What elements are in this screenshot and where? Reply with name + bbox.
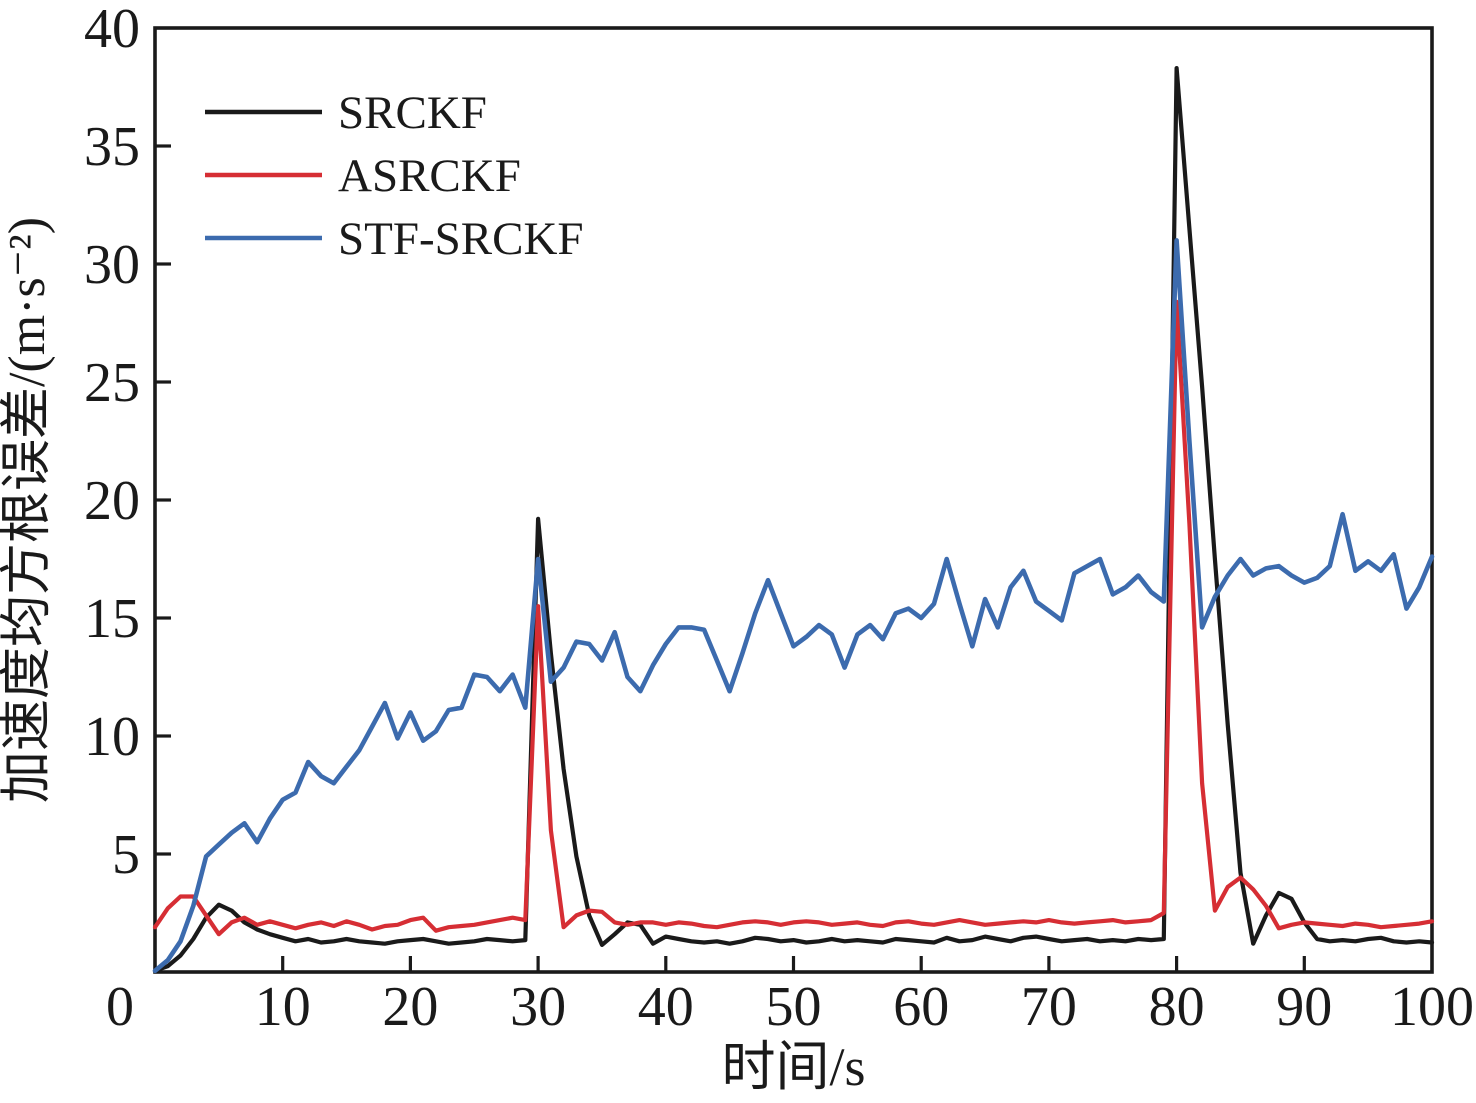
legend: SRCKF ASRCKF STF-SRCKF [205,87,584,265]
x-tick-label: 60 [893,976,949,1038]
x-axis-label: 时间/s [721,1037,865,1097]
x-tick-label: 90 [1276,976,1332,1038]
series-stf-srckf [152,238,1435,974]
series-asrckf [152,299,1435,937]
legend-item-srckf: SRCKF [205,87,487,139]
y-tick-label: 40 [84,0,140,60]
x-tick-label: 0 [106,976,134,1038]
legend-item-stf-srckf: STF-SRCKF [205,213,584,265]
x-tick-label: 20 [382,976,438,1038]
series-srckf [152,66,1435,973]
legend-item-asrckf: ASRCKF [205,150,521,202]
x-tick-label: 80 [1149,976,1205,1038]
legend-label-stf-srckf: STF-SRCKF [338,213,584,265]
y-axis-label: 加速度均方根误差/(m·s⁻²) [0,217,56,803]
legend-label-asrckf: ASRCKF [338,150,521,202]
x-tick-label: 50 [766,976,822,1038]
x-tick-label: 40 [638,976,694,1038]
x-tick-label: 10 [255,976,311,1038]
x-tick-label: 70 [1021,976,1077,1038]
y-tick-label: 15 [84,588,140,650]
x-tick-label: 30 [510,976,566,1038]
y-tick-label: 35 [84,116,140,178]
y-tick-label: 30 [84,234,140,296]
legend-label-srckf: SRCKF [338,87,487,139]
x-tick-label: 100 [1390,976,1474,1038]
y-tick-label: 20 [84,470,140,532]
y-tick-label: 25 [84,352,140,414]
y-tick-label: 5 [112,824,140,886]
y-tick-label: 10 [84,706,140,768]
